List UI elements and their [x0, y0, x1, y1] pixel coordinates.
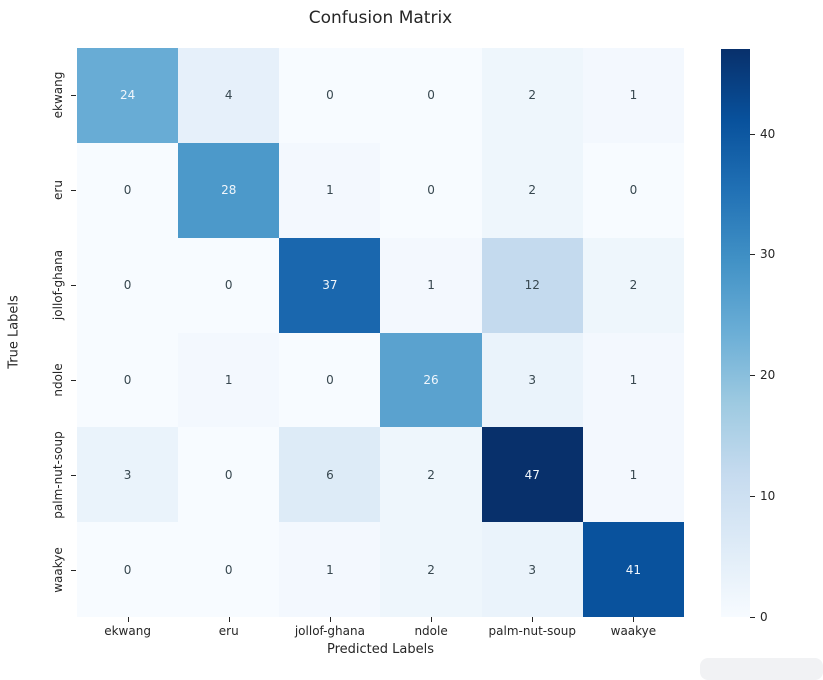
x-tick-mark [532, 617, 534, 622]
heatmap-cell: 0 [582, 142, 684, 238]
colorbar-tick-label: 40 [760, 126, 776, 141]
heatmap-cell: 24 [77, 48, 179, 143]
heatmap-cell: 3 [481, 332, 583, 428]
heatmap-cell: 47 [481, 427, 583, 523]
heatmap-cell: 2 [481, 142, 583, 238]
y-tick-mark [71, 285, 76, 287]
x-tick-mark [127, 617, 129, 622]
y-tick-label: palm-nut-soup [51, 431, 65, 519]
x-tick-label: ekwang [104, 624, 151, 638]
heatmap-cell: 1 [582, 332, 684, 428]
bottom-right-artifact [700, 658, 823, 680]
heatmap-cell: 1 [582, 427, 684, 523]
x-tick-label: ndole [414, 624, 448, 638]
y-tick-label: ndole [51, 363, 65, 397]
heatmap-cell: 0 [380, 48, 482, 143]
y-tick-label: ekwang [51, 72, 65, 119]
heatmap-cell: 2 [380, 522, 482, 617]
y-tick-mark [71, 95, 76, 97]
x-tick-label: waakye [610, 624, 657, 638]
x-tick-mark [633, 617, 635, 622]
heatmap-plot-area: 24 4 0 0 2 1 0 28 1 0 2 0 0 0 37 1 12 2 0 1 0 26 3 1 3 0 6 2 47 1 0 0 1 2… [77, 48, 684, 617]
heatmap-cell: 1 [279, 142, 381, 238]
x-axis-title: Predicted Labels [326, 642, 434, 657]
colorbar-tick-mark [750, 617, 755, 618]
heatmap-cell: 2 [481, 48, 583, 143]
heatmap-cell: 2 [380, 427, 482, 523]
x-tick-mark [431, 617, 433, 622]
x-tick-label: palm-nut-soup [488, 624, 576, 638]
heatmap-cell: 0 [380, 142, 482, 238]
heatmap-cell: 28 [178, 142, 280, 238]
y-tick-mark [71, 190, 76, 192]
colorbar-tick-label: 0 [760, 610, 768, 624]
colorbar-tick-mark [750, 375, 755, 377]
heatmap-cell: 3 [77, 427, 179, 523]
heatmap-cell: 12 [481, 237, 583, 333]
colorbar-tick-label: 10 [760, 489, 776, 504]
y-tick-mark [71, 379, 76, 381]
heatmap-cell: 0 [178, 522, 280, 617]
heatmap-cell: 37 [279, 237, 381, 333]
heatmap-cell: 0 [279, 48, 381, 143]
heatmap-cell: 0 [77, 142, 179, 238]
colorbar [721, 49, 750, 617]
y-tick-mark [71, 569, 76, 571]
y-tick-label: waakye [51, 546, 65, 593]
y-axis-title: True Labels [6, 295, 22, 369]
heatmap-cell: 1 [178, 332, 280, 428]
y-tick-mark [71, 474, 76, 476]
heatmap-cell: 6 [279, 427, 381, 523]
heatmap-cell: 26 [380, 332, 482, 428]
colorbar-tick-mark [750, 133, 755, 135]
heatmap-cell: 0 [77, 522, 179, 617]
colorbar-tick-label: 30 [760, 247, 776, 262]
heatmap-cell: 1 [582, 48, 684, 143]
heatmap-cell: 4 [178, 48, 280, 143]
x-tick-label: eru [218, 624, 239, 638]
y-tick-label: jollof-ghana [51, 250, 65, 321]
heatmap-cell: 0 [178, 427, 280, 523]
heatmap-cell: 41 [582, 522, 684, 617]
heatmap-cell: 0 [178, 237, 280, 333]
x-tick-mark [329, 617, 331, 622]
colorbar-tick-label: 20 [760, 368, 776, 383]
heatmap-cell: 3 [481, 522, 583, 617]
y-tick-label: eru [51, 180, 65, 201]
colorbar-tick-mark [750, 496, 755, 498]
heatmap-cell: 0 [77, 332, 179, 428]
heatmap-cell: 1 [279, 522, 381, 617]
heatmap-cell: 0 [77, 237, 179, 333]
heatmap-cell: 0 [279, 332, 381, 428]
chart-title: Confusion Matrix [308, 8, 453, 28]
heatmap-cell: 2 [582, 237, 684, 333]
colorbar-tick-mark [750, 254, 755, 256]
x-tick-label: jollof-ghana [294, 624, 365, 638]
x-tick-mark [228, 617, 230, 622]
heatmap-cell: 1 [380, 237, 482, 333]
